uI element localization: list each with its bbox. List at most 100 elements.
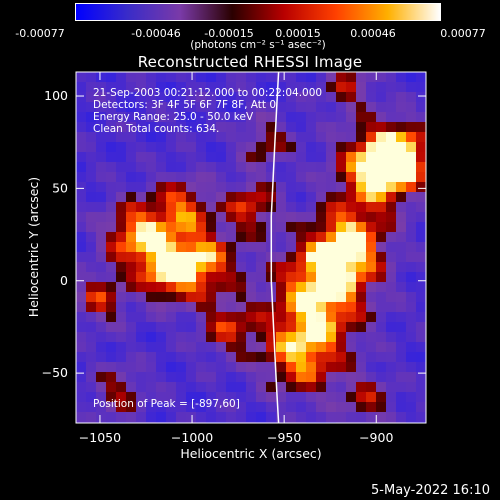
- heatmap-cell: [276, 392, 287, 403]
- heatmap-cell: [276, 372, 287, 383]
- heatmap-cell: [296, 272, 307, 283]
- heatmap-cell: [256, 162, 267, 173]
- heatmap-cell: [336, 292, 347, 303]
- heatmap-cell: [156, 412, 167, 423]
- heatmap-cell: [156, 232, 167, 243]
- heatmap-cell: [326, 142, 337, 153]
- heatmap-cell: [126, 382, 137, 393]
- heatmap-cell: [196, 302, 207, 313]
- heatmap-cell: [176, 172, 187, 183]
- heatmap-cell: [236, 172, 247, 183]
- heatmap-cell: [166, 282, 177, 293]
- heatmap-cell: [366, 162, 377, 173]
- heatmap-cell: [86, 382, 97, 393]
- heatmap-cell: [176, 72, 187, 83]
- heatmap-cell: [266, 82, 277, 93]
- heatmap-cell: [386, 212, 397, 223]
- heatmap-cell: [126, 162, 137, 173]
- heatmap-cell: [396, 332, 407, 343]
- heatmap-cell: [296, 342, 307, 353]
- heatmap-cell: [116, 272, 127, 283]
- heatmap-cell: [346, 292, 357, 303]
- heatmap-cell: [276, 122, 287, 133]
- heatmap-cell: [126, 272, 137, 283]
- heatmap-cell: [316, 372, 327, 383]
- heatmap-cell: [296, 222, 307, 233]
- heatmap-cell: [216, 232, 227, 243]
- heatmap-cell: [356, 162, 367, 173]
- heatmap-cell: [306, 102, 317, 113]
- heatmap-cell: [186, 262, 197, 273]
- heatmap-cell: [256, 112, 267, 123]
- heatmap-cell: [356, 382, 367, 393]
- heatmap-cell: [116, 372, 127, 383]
- heatmap-cell: [226, 262, 237, 273]
- heatmap-cell: [256, 292, 267, 303]
- heatmap-cell: [366, 292, 377, 303]
- heatmap-cell: [226, 392, 237, 403]
- heatmap-cell: [356, 72, 367, 83]
- heatmap-cell: [196, 412, 207, 423]
- heatmap-cell: [176, 282, 187, 293]
- heatmap-cell: [106, 72, 117, 83]
- heatmap-cell: [356, 132, 367, 143]
- heatmap-cell: [136, 102, 147, 113]
- heatmap-cell: [266, 292, 277, 303]
- heatmap-cell: [366, 212, 377, 223]
- heatmap-cell: [286, 242, 297, 253]
- heatmap-cell: [256, 122, 267, 133]
- heatmap-cell: [296, 92, 307, 103]
- heatmap-cell: [246, 342, 257, 353]
- heatmap-cell: [336, 402, 347, 413]
- heatmap-cell: [176, 212, 187, 223]
- heatmap-cell: [126, 412, 137, 423]
- colorbar-units: (photons cm⁻² s⁻¹ asec⁻²): [190, 39, 326, 51]
- heatmap-cell: [256, 272, 267, 283]
- heatmap-cell: [216, 362, 227, 373]
- heatmap-cell: [226, 162, 237, 173]
- heatmap-cell: [126, 262, 137, 273]
- heatmap-cell: [96, 92, 107, 103]
- heatmap-cell: [326, 102, 337, 113]
- heatmap-cell: [306, 152, 317, 163]
- heatmap-cell: [296, 252, 307, 263]
- heatmap-cell: [396, 252, 407, 263]
- clean-counts-text: Clean Total counts: 634.: [93, 123, 219, 135]
- heatmap-cell: [86, 132, 97, 143]
- heatmap-cell: [226, 122, 237, 133]
- heatmap-cell: [286, 322, 297, 333]
- heatmap-cell: [326, 382, 337, 393]
- heatmap-cell: [266, 192, 277, 203]
- heatmap-cell: [416, 112, 426, 123]
- heatmap-cell: [76, 382, 87, 393]
- heatmap-cell: [206, 72, 217, 83]
- heatmap-cell: [196, 322, 207, 333]
- colorbar-tick-label: 0.00077: [440, 27, 486, 40]
- heatmap-cell: [416, 422, 426, 423]
- heatmap-cell: [236, 82, 247, 93]
- heatmap-cell: [316, 212, 327, 223]
- heatmap-cell: [406, 382, 417, 393]
- heatmap-cell: [276, 292, 287, 303]
- heatmap-cell: [226, 302, 237, 313]
- heatmap-cell: [206, 162, 217, 173]
- heatmap-cell: [176, 332, 187, 343]
- heatmap-cell: [286, 382, 297, 393]
- heatmap-cell: [376, 372, 387, 383]
- heatmap-cell: [356, 322, 367, 333]
- heatmap-cell: [276, 252, 287, 263]
- heatmap-cell: [176, 92, 187, 103]
- heatmap-cell: [106, 212, 117, 223]
- heatmap-cell: [366, 182, 377, 193]
- heatmap-cell: [256, 82, 267, 93]
- heatmap-cell: [346, 112, 357, 123]
- heatmap-cell: [306, 82, 317, 93]
- heatmap-cell: [326, 262, 337, 273]
- heatmap-cell: [96, 212, 107, 223]
- heatmap-cell: [326, 242, 337, 253]
- heatmap-cell: [166, 192, 177, 203]
- heatmap-cell: [236, 122, 247, 133]
- heatmap-cell: [246, 302, 257, 313]
- heatmap-cell: [376, 312, 387, 323]
- heatmap-cell: [376, 342, 387, 353]
